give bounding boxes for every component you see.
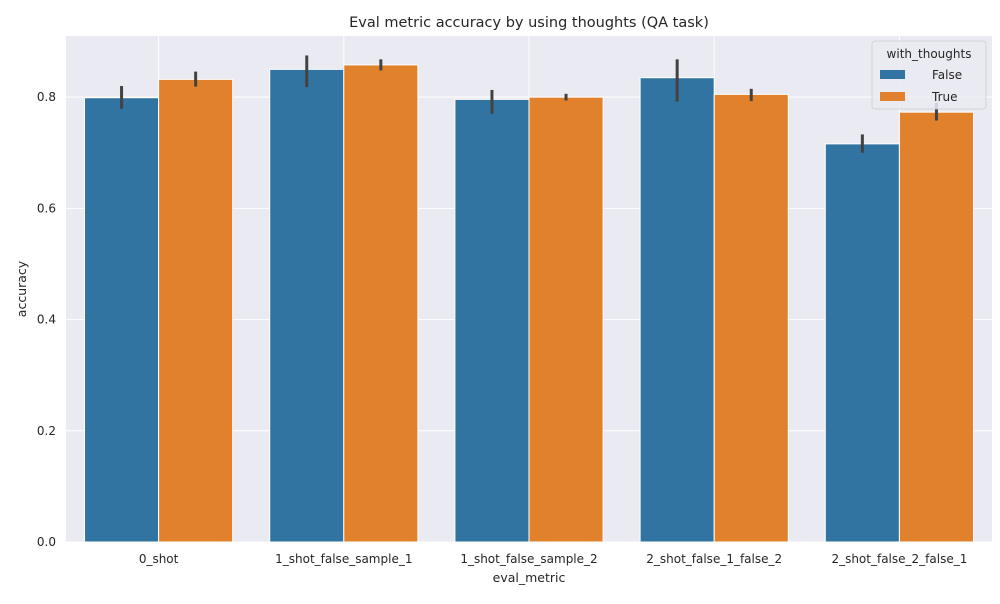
x-tick-label: 0_shot — [139, 552, 179, 566]
chart-title: Eval metric accuracy by using thoughts (… — [349, 15, 709, 31]
x-tick-label: 2_shot_false_1_false_2 — [646, 552, 782, 566]
legend-label-false: False — [932, 68, 962, 82]
y-tick-label: 0.2 — [37, 424, 56, 438]
bar — [84, 97, 160, 543]
bar — [639, 77, 715, 543]
y-tick-labels: 0.0 0.2 0.4 0.6 0.8 — [37, 90, 56, 549]
legend-swatch-true — [880, 92, 905, 101]
x-tick-labels: 0_shot 1_shot_false_sample_1 1_shot_false_… — [139, 552, 968, 566]
bar — [158, 78, 234, 543]
error-bars — [120, 55, 938, 153]
x-tick-label: 1_shot_false_sample_2 — [460, 552, 597, 566]
y-tick-label: 0.4 — [37, 313, 56, 327]
y-tick-label: 0.0 — [37, 535, 56, 549]
bar — [528, 96, 604, 543]
bar — [824, 143, 900, 543]
bar — [713, 93, 789, 543]
legend-label-true: True — [931, 90, 958, 104]
bar — [898, 111, 974, 543]
bars — [84, 64, 974, 543]
bar — [454, 98, 530, 543]
x-tick-label: 1_shot_false_sample_1 — [275, 552, 412, 566]
x-axis-label: eval_metric — [493, 570, 566, 585]
y-tick-label: 0.6 — [37, 201, 56, 215]
bar — [343, 64, 419, 543]
legend: with_thoughts False True — [871, 40, 987, 110]
legend-swatch-false — [880, 70, 905, 79]
y-axis-label: accuracy — [14, 260, 29, 317]
x-tick-label: 2_shot_false_2_false_1 — [831, 552, 967, 566]
bar — [269, 68, 345, 543]
legend-title: with_thoughts — [887, 47, 972, 61]
y-tick-label: 0.8 — [37, 90, 56, 104]
